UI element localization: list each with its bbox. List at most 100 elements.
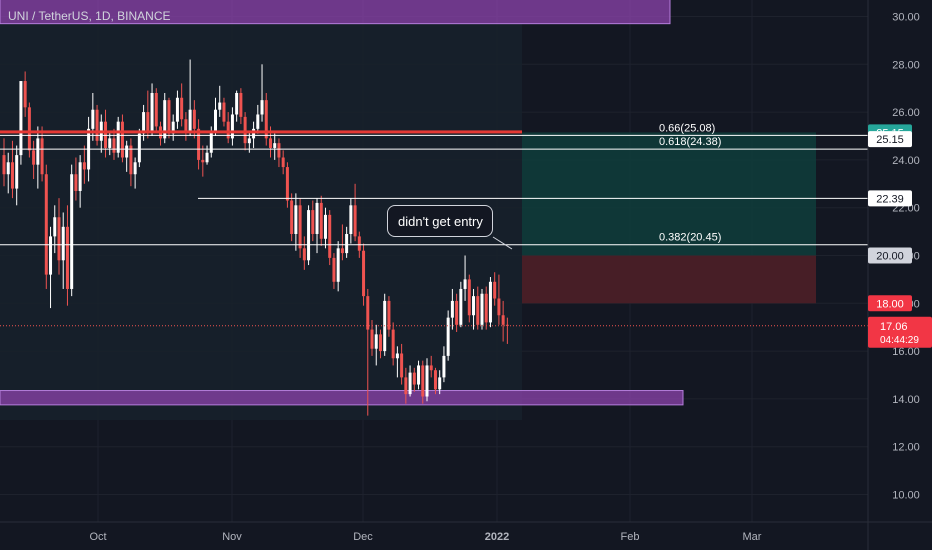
- zone-top-supply: [0, 0, 671, 25]
- candle-body: [488, 281, 492, 323]
- candle-body: [27, 107, 31, 151]
- zones-layer: [0, 0, 816, 406]
- candle-body: [378, 334, 382, 352]
- candle-body: [197, 128, 201, 160]
- candle-body: [57, 217, 61, 261]
- candle-body: [91, 109, 95, 129]
- time-axis-label: Nov: [222, 531, 242, 543]
- candle-body: [472, 296, 476, 316]
- price-badge-label: 18.00: [876, 298, 904, 310]
- callout-text: didn't get entry: [398, 214, 483, 229]
- candle-body: [353, 205, 357, 237]
- candle-body: [323, 214, 327, 239]
- lines-layer: 0.66(25.08) 0.618(24.38) 0.382(20.45): [0, 122, 868, 327]
- candle-body: [65, 226, 69, 289]
- candle-body: [112, 138, 116, 153]
- callout-bubble[interactable]: didn't get entry: [387, 205, 493, 237]
- candle-body: [442, 355, 446, 378]
- last-price-timer: 04:44:29: [880, 335, 919, 346]
- candle-body: [374, 334, 378, 349]
- time-axis-label: Mar: [743, 531, 762, 543]
- candle-body: [146, 112, 150, 132]
- candle-body: [307, 210, 311, 261]
- time-axis-label: Dec: [353, 531, 373, 543]
- candle-body: [192, 109, 196, 129]
- candle-body: [387, 300, 391, 330]
- candle-body: [53, 217, 57, 237]
- candle-body: [268, 138, 272, 148]
- price-tick-label: 12.00: [892, 442, 920, 454]
- candle-body: [95, 109, 99, 141]
- candle-body: [78, 162, 82, 191]
- candle-body: [408, 372, 412, 395]
- candle-body: [264, 100, 268, 139]
- candle-body: [214, 109, 217, 132]
- candle-body: [450, 300, 454, 318]
- price-badge-label: 20.00: [876, 251, 904, 263]
- price-badge-label: 25.15: [876, 134, 904, 146]
- position-loss-zone: [522, 255, 816, 304]
- price-badge: [868, 190, 912, 207]
- candle-body: [163, 100, 167, 139]
- price-tick-label: 30.00: [892, 12, 920, 24]
- candle-body: [137, 133, 141, 163]
- candle-body: [412, 372, 416, 385]
- candle-body: [463, 279, 467, 289]
- candle-body: [23, 81, 27, 108]
- candle-body: [252, 128, 256, 139]
- candle-body: [226, 121, 230, 139]
- candle-body: [129, 145, 133, 175]
- candle-body: [395, 353, 399, 359]
- candle-body: [319, 202, 323, 239]
- candle-body: [285, 167, 289, 201]
- candle-body: [480, 293, 484, 325]
- candle-body: [497, 298, 501, 316]
- resistance-red-line: [0, 130, 522, 134]
- candle-body: [239, 92, 243, 117]
- candle-body: [70, 174, 74, 289]
- candle-body: [421, 365, 425, 397]
- candle-body: [150, 92, 154, 132]
- candle-body: [417, 365, 421, 385]
- candle-body: [336, 248, 340, 282]
- price-badge-label: 22.39: [876, 193, 904, 205]
- symbol-title[interactable]: UNI / TetherUS, 1D, BINANCE: [8, 9, 171, 23]
- fib-label: 0.66(25.08): [659, 122, 715, 134]
- candle-body: [40, 138, 44, 175]
- candle-body: [501, 315, 505, 325]
- candle-body: [104, 121, 108, 148]
- last-price-value: 17.06: [880, 321, 908, 333]
- time-axis-label: 2022: [485, 531, 509, 543]
- price-tick-label: 14.00: [892, 394, 920, 406]
- position-profit-zone: [522, 132, 816, 256]
- candle-body: [230, 114, 234, 139]
- candle-body: [184, 119, 188, 132]
- candle-body: [154, 92, 158, 127]
- candle-body: [438, 377, 442, 390]
- candle-body: [180, 97, 184, 120]
- candle-body: [433, 370, 437, 390]
- candle-body: [290, 200, 294, 234]
- candle-body: [6, 162, 10, 175]
- candle-body: [273, 143, 277, 148]
- callout-pointer: [492, 236, 513, 250]
- candle-body: [425, 365, 429, 397]
- candle-body: [281, 157, 285, 168]
- candle-body: [315, 202, 319, 234]
- candle-body: [446, 317, 450, 356]
- candle-body: [455, 300, 459, 325]
- price-tick-label: 16.00: [892, 346, 920, 358]
- candle-body: [429, 365, 433, 371]
- candle-body: [19, 81, 23, 156]
- candle-body: [493, 281, 497, 299]
- candle-body: [120, 121, 124, 158]
- price-badge: [868, 131, 912, 148]
- fib-label: 0.382(20.45): [659, 232, 721, 244]
- candle-body: [391, 329, 395, 359]
- price-badge: [868, 295, 912, 312]
- price-badge: [868, 247, 912, 264]
- price-tick-label: 26.00: [892, 107, 920, 119]
- time-axis-label: Oct: [89, 531, 106, 543]
